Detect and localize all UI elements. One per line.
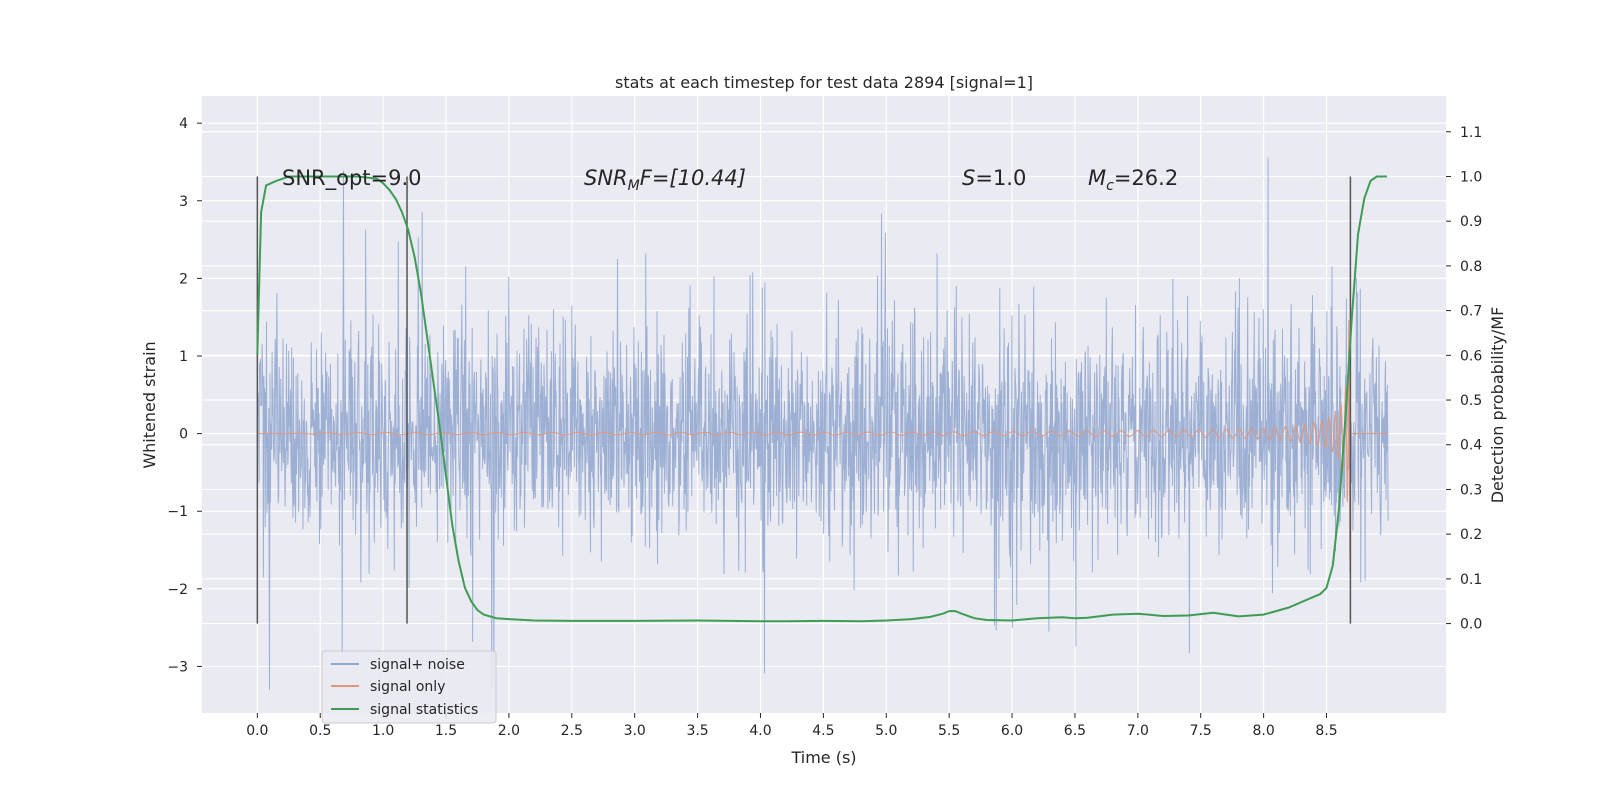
x-tick-label: 0.0 — [246, 723, 268, 739]
x-tick-label: 3.0 — [624, 723, 646, 739]
x-tick-label: 5.5 — [938, 723, 960, 739]
x-tick-label: 4.5 — [812, 723, 834, 739]
x-tick-label: 2.5 — [561, 723, 583, 739]
annotation-snr-mf: SNRMF=[10.44] — [584, 166, 746, 194]
y-left-tick-label: −3 — [167, 659, 188, 675]
y-left-tick-label: 1 — [179, 349, 188, 365]
annotation-mc-rest: =26.2 — [1114, 166, 1178, 190]
x-tick-label: 4.0 — [749, 723, 771, 739]
series-signal-only — [257, 320, 1389, 573]
y-left-tick-label: −1 — [167, 504, 188, 520]
vertical-markers — [256, 176, 1352, 624]
y-left-tick-label: 0 — [179, 427, 188, 443]
annotation-mc-main: M — [1088, 166, 1106, 190]
annotation-snr-mf-main: SNR — [584, 166, 628, 190]
y-right-axis-label: Detection probability/MF — [1488, 307, 1507, 504]
y-right-tick-label: 0.9 — [1460, 214, 1482, 230]
annotation-s: S=1.0 — [962, 166, 1026, 190]
annotation-snr-mf-sub: M — [628, 178, 640, 194]
y-right-tick-label: 0.8 — [1460, 259, 1482, 275]
x-axis-ticks: 0.0 0.5 1.0 1.5 2.0 2.5 3.0 3.5 4.0 4.5 5.0 5.5 6.0 6… — [246, 713, 1338, 739]
y-right-tick-label: 0.0 — [1460, 617, 1482, 633]
y-left-tick-label: 3 — [179, 194, 188, 210]
x-tick-label: 1.5 — [435, 723, 457, 739]
annotation-s-rest: =1.0 — [975, 166, 1026, 190]
y-right-axis-ticks: 1.1 1.0 0.9 0.8 0.7 0.6 0.5 0.4 0.3 0.2 0.1 0.0 — [1446, 125, 1482, 633]
signal-statistics-line — [256, 175, 1387, 623]
chart-title: stats at each timestep for test data 289… — [615, 73, 1033, 92]
y-right-tick-label: 1.0 — [1460, 169, 1482, 185]
annotation-mc-sub: c — [1106, 178, 1114, 194]
x-tick-label: 7.0 — [1127, 723, 1149, 739]
y-right-tick-label: 0.5 — [1460, 393, 1482, 409]
legend-label-signal-statistics: signal statistics — [370, 702, 478, 718]
y-right-tick-label: 0.1 — [1460, 572, 1482, 588]
y-right-tick-label: 0.6 — [1460, 348, 1482, 364]
annotation-snr-mf-rest: F=[10.44] — [640, 166, 746, 190]
x-tick-label: 6.5 — [1064, 723, 1086, 739]
series-signal-noise — [256, 157, 1389, 690]
x-tick-label: 1.0 — [372, 723, 394, 739]
y-right-tick-label: 1.1 — [1460, 125, 1482, 141]
annotation-s-main: S — [962, 166, 975, 190]
signal-only-line — [257, 320, 1389, 573]
x-tick-label: 8.0 — [1252, 723, 1274, 739]
x-tick-label: 5.0 — [875, 723, 897, 739]
x-tick-label: 8.5 — [1315, 723, 1337, 739]
y-right-tick-label: 0.2 — [1460, 527, 1482, 543]
y-left-axis-label: Whitened strain — [140, 341, 159, 468]
series-signal-statistics — [256, 175, 1387, 623]
y-right-tick-label: 0.7 — [1460, 304, 1482, 320]
x-tick-label: 3.5 — [686, 723, 708, 739]
x-tick-label: 6.0 — [1001, 723, 1023, 739]
x-tick-label: 0.5 — [309, 723, 331, 739]
legend-box — [321, 650, 497, 724]
y-right-tick-label: 0.3 — [1460, 482, 1482, 498]
x-tick-label: 2.0 — [498, 723, 520, 739]
x-tick-label: 7.5 — [1190, 723, 1212, 739]
y-left-axis-ticks: 4 3 2 1 0 −1 −2 −3 — [167, 116, 202, 675]
signal-noise-line — [256, 157, 1389, 690]
y-left-tick-label: 4 — [179, 116, 188, 132]
y-right-tick-label: 0.4 — [1460, 438, 1482, 454]
annotation-mc: Mc=26.2 — [1088, 166, 1178, 194]
legend-label-signal-only: signal only — [370, 679, 445, 695]
legend-label-signal-noise: signal+ noise — [370, 657, 465, 673]
legend: signal+ noise signal only signal statist… — [321, 650, 497, 724]
y-left-tick-label: −2 — [167, 582, 188, 598]
y-left-tick-label: 2 — [179, 271, 188, 287]
annotation-snr-opt: SNR_opt=9.0 — [282, 166, 422, 191]
x-axis-label: Time (s) — [790, 748, 856, 767]
